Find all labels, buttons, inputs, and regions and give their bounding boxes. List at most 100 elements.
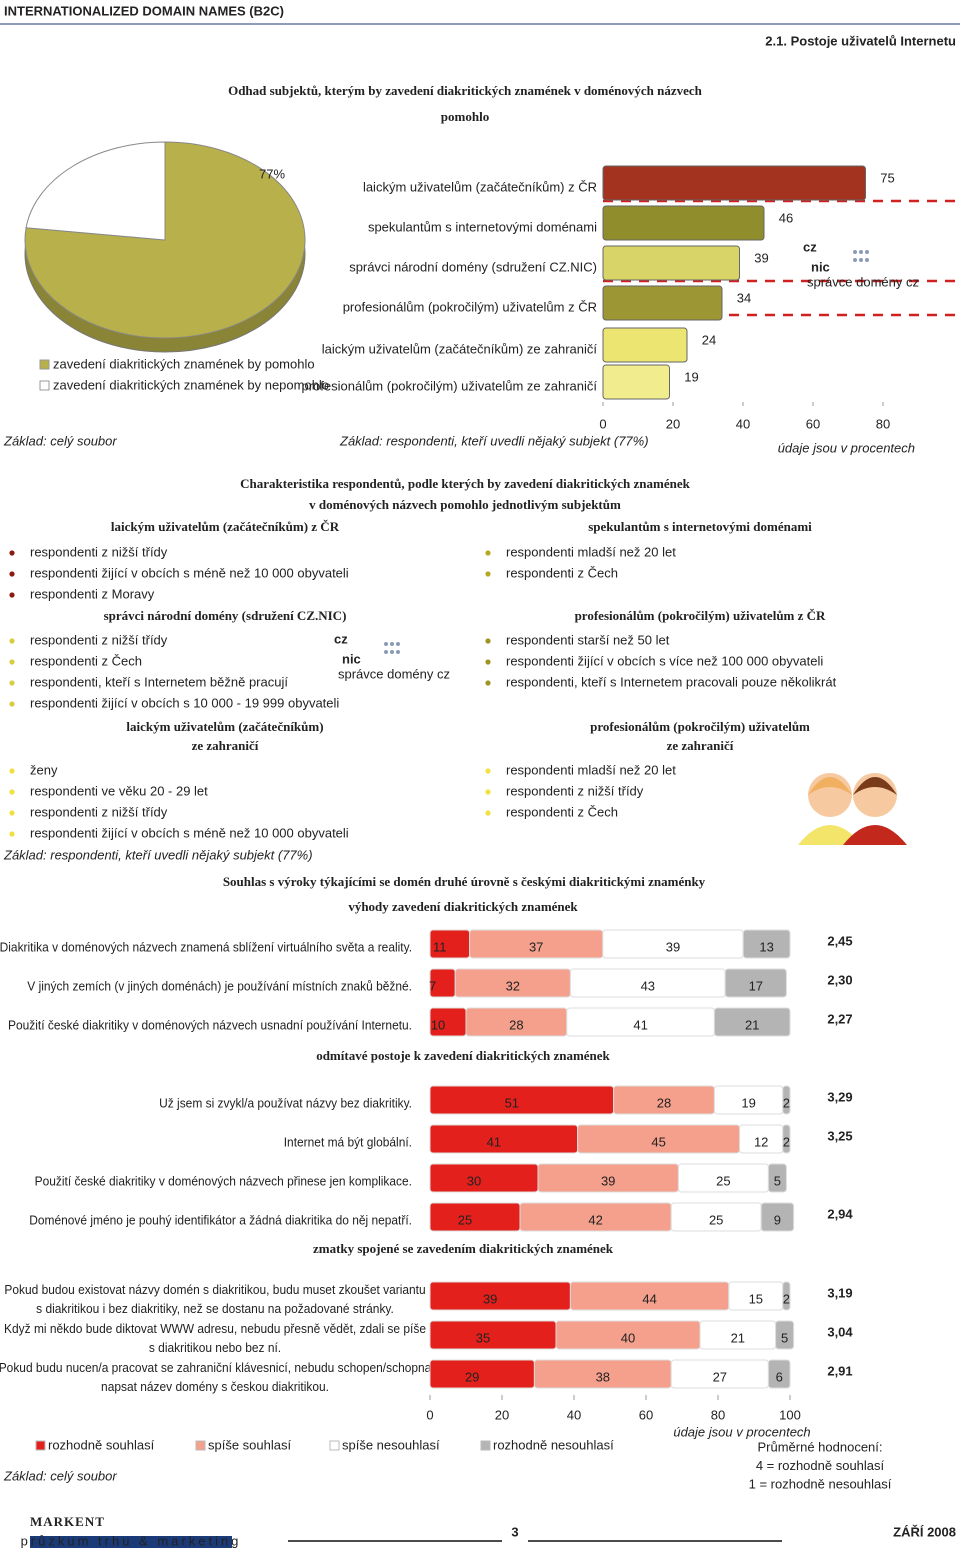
segment-label: 35: [476, 1330, 490, 1345]
segment-label: 41: [487, 1134, 501, 1149]
bar-category: laickým uživatelům (začátečníkům) z ČR: [363, 179, 597, 194]
bar-category: správci národní domény (sdružení CZ.NIC): [349, 259, 597, 274]
pie-slice: [24, 141, 306, 339]
bullet: [485, 659, 491, 665]
stacked-segment: [782, 1085, 791, 1115]
group-item: respondenti z Moravy: [30, 586, 155, 601]
x-tick-label: 40: [736, 416, 750, 431]
bars-basis: Základ: respondenti, kteří uvedli nějaký…: [339, 433, 649, 448]
group-title: výhody zavedení diakritických znamének: [348, 899, 578, 914]
segment-label: 5: [781, 1330, 788, 1345]
stacked-segment: [429, 1202, 521, 1232]
bar-value: 39: [754, 250, 768, 265]
logo-dot: [853, 258, 857, 262]
legend-label: rozhodně souhlasí: [48, 1437, 155, 1452]
statement-label: Internet má být globální.: [284, 1135, 412, 1150]
bullet: [9, 810, 15, 816]
characteristics-basis: Základ: respondenti, kteří uvedli nějaký…: [3, 847, 313, 862]
logo-dot: [390, 650, 394, 654]
x-tick-label: 100: [779, 1407, 801, 1422]
bar: [602, 327, 688, 363]
legend-swatch: [39, 380, 50, 391]
legend-swatch: [329, 1440, 340, 1451]
bullet: [9, 592, 15, 598]
group-heading: profesionálům (pokročilým) uživatelům: [590, 719, 810, 734]
bullet: [485, 571, 491, 577]
bullet: [485, 638, 491, 644]
stacked-segment: [782, 1124, 791, 1154]
segment-label: 28: [509, 1017, 523, 1032]
segment-label: 32: [506, 978, 520, 993]
segment-label: 2: [783, 1134, 790, 1149]
logo-dot: [859, 258, 863, 262]
group-item: respondenti z nižší třídy: [30, 804, 168, 819]
group-item: respondenti, kteří s Internetem pracoval…: [506, 674, 837, 689]
group-item: respondenti žijící v obcích s více než 1…: [506, 653, 823, 668]
group-item: respondenti žijící v obcích s 10 000 - 1…: [30, 695, 339, 710]
group-item: respondenti ve věku 20 - 29 let: [30, 783, 208, 798]
statement-label: Použití české diakritiky v doménových ná…: [35, 1174, 412, 1189]
stacked-segment: [429, 1124, 579, 1154]
mean-value: 2,91: [827, 1363, 852, 1378]
mean-value: 3,04: [827, 1324, 853, 1339]
group-heading: spekulantům s internetovými doménami: [588, 519, 812, 534]
group-item: ženy: [30, 762, 58, 777]
segment-label: 10: [431, 1017, 445, 1032]
company-name: MARKENT: [30, 1514, 105, 1529]
bullet: [9, 831, 15, 837]
group-item: respondenti mladší než 20 let: [506, 762, 676, 777]
pie-basis: Základ: celý soubor: [3, 433, 117, 448]
stacked-segment: [429, 1320, 557, 1350]
bullet: [485, 768, 491, 774]
x-tick-label: 0: [599, 416, 606, 431]
bar: [602, 205, 765, 241]
statement-label: Použití české diakritiky v doménových ná…: [8, 1018, 412, 1033]
pie-slice: [25, 141, 166, 241]
legend-swatch: [480, 1440, 491, 1451]
segment-label: 6: [776, 1369, 783, 1384]
person-hair: [853, 777, 897, 795]
group-heading: ze zahraničí: [192, 738, 259, 753]
statement-label: Když mi někdo bude diktovat WWW adresu, …: [4, 1321, 426, 1336]
bullet: [9, 789, 15, 795]
statement-label: Pokud budu nucen/a pracovat se zahraničn…: [0, 1360, 431, 1375]
mean-note: 4 = rozhodně souhlasí: [756, 1458, 885, 1473]
logo-top: cz: [803, 239, 817, 254]
statement-label: Diakritika v doménových názvech znamená …: [0, 940, 412, 955]
legend-swatch: [39, 359, 50, 370]
mean-value: 3,25: [827, 1128, 852, 1143]
segment-label: 11: [433, 939, 447, 954]
segment-label: 41: [633, 1017, 647, 1032]
bullet: [9, 638, 15, 644]
segment-label: 39: [666, 939, 680, 954]
segment-label: 17: [749, 978, 763, 993]
segment-label: 15: [749, 1291, 763, 1306]
mean-note: Průměrné hodnocení:: [757, 1439, 882, 1454]
segment-label: 21: [731, 1330, 745, 1345]
logo-caption: správce domény cz: [807, 274, 919, 289]
mean-value: 2,45: [827, 933, 852, 948]
segment-label: 45: [651, 1134, 665, 1149]
bar: [602, 285, 723, 321]
segment-label: 27: [713, 1369, 727, 1384]
stacked-segment: [775, 1320, 795, 1350]
stacked-segment: [429, 1281, 571, 1311]
stacked-segment: [767, 1163, 787, 1193]
statement-label: s diakritikou i bez diakritiky, než se d…: [36, 1301, 394, 1316]
stacked-segment: [724, 968, 787, 998]
bar-value: 46: [779, 210, 793, 225]
segment-label: 44: [642, 1291, 656, 1306]
segment-label: 28: [657, 1095, 671, 1110]
legend-swatch: [35, 1440, 46, 1451]
segment-label: 39: [601, 1173, 615, 1188]
x-tick-label: 60: [639, 1407, 653, 1422]
group-title: odmítavé postoje k zavedení diakritickýc…: [316, 1048, 610, 1063]
logo-caption: správce domény cz: [338, 666, 450, 681]
logo-dot: [396, 650, 400, 654]
segment-label: 29: [465, 1369, 479, 1384]
bar-category: profesionálům (pokročilým) uživatelům ze…: [301, 378, 597, 393]
group-title: zmatky spojené se zavedením diakritickýc…: [313, 1241, 614, 1256]
stacked-segment: [760, 1202, 795, 1232]
company-tagline: průzkum trhu & marketing: [21, 1533, 242, 1548]
segment-label: 39: [483, 1291, 497, 1306]
